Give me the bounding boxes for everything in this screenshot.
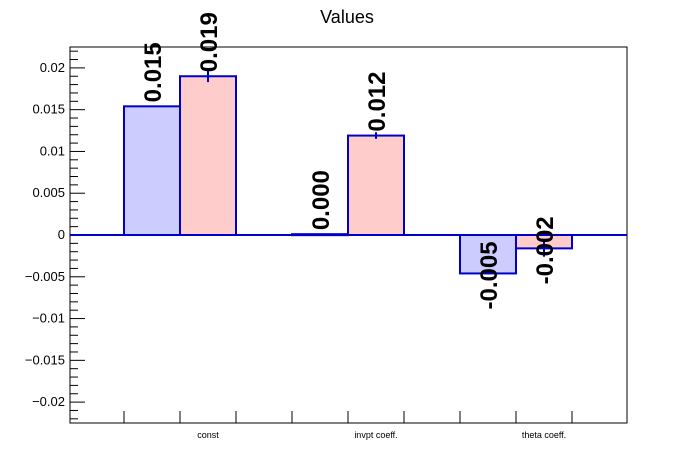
bar-value-label: -0.005 xyxy=(476,241,503,309)
x-category-label: theta coeff. xyxy=(522,430,566,440)
bar-value-label: -0.002 xyxy=(532,216,559,284)
chart-title: Values xyxy=(320,7,374,27)
bars xyxy=(123,70,573,275)
bar xyxy=(123,105,181,236)
y-tick-label: −0.005 xyxy=(25,269,65,284)
y-tick-label: 0 xyxy=(58,227,65,242)
bar-value-label: 0.019 xyxy=(196,12,223,72)
x-axis: const invpt coeff. theta coeff. xyxy=(123,411,573,440)
bar xyxy=(459,234,517,275)
bar-value-label: 0.000 xyxy=(308,170,335,230)
bar xyxy=(347,134,405,237)
y-tick-label: −0.015 xyxy=(25,352,65,367)
y-tick-label: 0.015 xyxy=(32,102,65,117)
y-tick-label: 0.01 xyxy=(40,143,65,158)
y-tick-label: 0.02 xyxy=(40,60,65,75)
bar-value-label: 0.012 xyxy=(364,72,391,132)
y-tick-label: −0.02 xyxy=(32,394,65,409)
bar xyxy=(179,75,237,236)
y-tick-label: −0.01 xyxy=(32,311,65,326)
x-category-label: invpt coeff. xyxy=(354,430,397,440)
data-labels: 0.015 0.019 0.000 0.012 -0.005 -0.002 xyxy=(140,12,559,309)
bar-value-label: 0.015 xyxy=(140,42,167,102)
y-tick-label: 0.005 xyxy=(32,185,65,200)
y-axis: −0.02 −0.015 −0.01 −0.005 0 0.005 0.01 0.015 0.0… xyxy=(25,50,85,420)
x-category-label: const xyxy=(197,430,219,440)
